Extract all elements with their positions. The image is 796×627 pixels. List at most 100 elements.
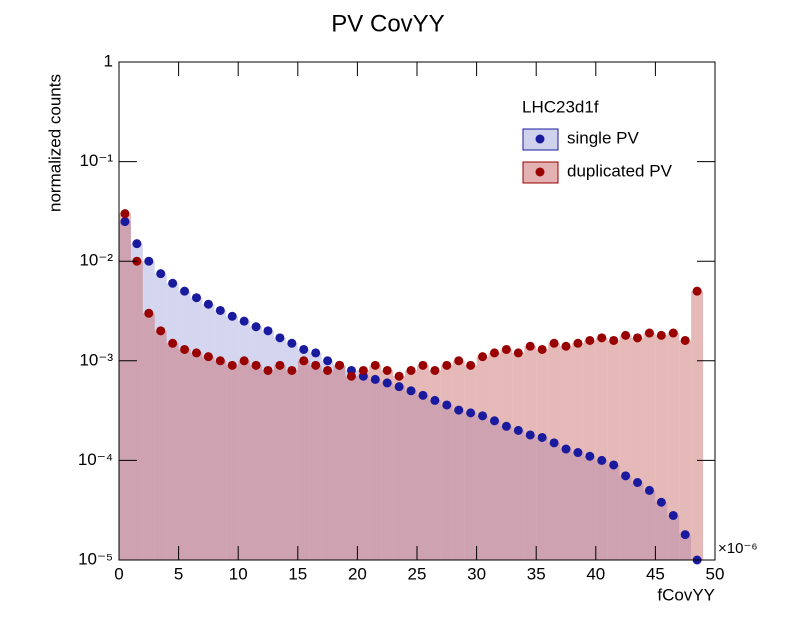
bar [202, 304, 215, 560]
y-tick-label: 10⁻⁴ [78, 450, 113, 469]
marker [644, 485, 654, 495]
bar [345, 370, 358, 560]
marker [275, 333, 285, 343]
bar [452, 410, 465, 560]
marker [656, 497, 666, 507]
bar [309, 352, 322, 560]
bar [583, 340, 596, 560]
marker [203, 299, 213, 309]
marker [311, 360, 321, 370]
y-tick-label: 10⁻³ [79, 350, 113, 369]
marker [454, 405, 464, 415]
bar [571, 452, 584, 560]
legend-label: duplicated PV [567, 161, 673, 180]
bar [285, 370, 298, 560]
bar [476, 415, 489, 560]
marker [251, 322, 261, 332]
bar [405, 390, 417, 560]
marker [597, 333, 607, 343]
marker [585, 451, 595, 461]
bar [297, 349, 310, 560]
chart-title: PV CovYY [331, 10, 444, 37]
marker [442, 360, 452, 370]
bar [440, 404, 453, 560]
bar [464, 412, 477, 560]
marker [537, 432, 547, 442]
marker [299, 356, 309, 366]
marker [180, 344, 190, 354]
marker [263, 326, 273, 336]
bar [440, 365, 453, 560]
marker [418, 360, 428, 370]
marker [239, 316, 249, 326]
x-tick-label: 30 [467, 564, 486, 583]
y-tick-label: 10⁻⁵ [78, 549, 113, 568]
marker [215, 356, 225, 366]
marker [120, 217, 130, 227]
marker [537, 344, 547, 354]
marker [323, 356, 333, 366]
marker [156, 326, 166, 336]
x-tick-label: 20 [348, 564, 367, 583]
marker [549, 338, 559, 348]
bar [643, 490, 656, 560]
marker [191, 293, 201, 303]
bar [119, 213, 131, 561]
bar [393, 386, 406, 560]
marker [573, 448, 583, 458]
marker [633, 333, 643, 343]
bar [417, 395, 429, 560]
bar [262, 370, 274, 560]
bar [428, 370, 441, 560]
bar [142, 261, 155, 560]
bar [226, 365, 239, 560]
marker [489, 416, 499, 426]
marker [215, 305, 225, 315]
bar [333, 365, 346, 560]
marker [609, 460, 619, 470]
bar [595, 460, 608, 560]
marker [406, 365, 416, 375]
marker [561, 341, 571, 351]
marker [549, 438, 559, 448]
bar [524, 346, 537, 560]
bar [214, 310, 227, 560]
marker [454, 356, 464, 366]
marker [633, 477, 643, 487]
marker [525, 430, 535, 440]
bar [452, 360, 465, 560]
bar [393, 376, 406, 560]
marker [668, 328, 678, 338]
marker [561, 444, 571, 454]
bar [202, 356, 215, 560]
marker [656, 330, 666, 340]
bar [130, 243, 143, 560]
bar [381, 382, 394, 560]
legend-label: single PV [567, 128, 639, 147]
marker [680, 335, 690, 345]
bar [333, 365, 346, 560]
bar [273, 337, 286, 560]
legend-title: LHC23d1f [522, 97, 599, 116]
bar [119, 221, 131, 560]
bar [250, 365, 263, 560]
bar [178, 291, 191, 560]
legend-marker [535, 134, 545, 144]
marker [168, 338, 178, 348]
bar [285, 343, 298, 560]
bar [273, 365, 286, 560]
bar [238, 321, 251, 560]
bar [691, 291, 704, 560]
x-tick-label: 50 [706, 564, 725, 583]
marker [644, 328, 654, 338]
marker [251, 360, 261, 370]
bar [405, 370, 417, 560]
bar [250, 326, 263, 560]
marker [239, 356, 249, 366]
x-tick-label: 25 [408, 564, 427, 583]
bar [607, 464, 620, 560]
bar [238, 360, 251, 560]
bar [130, 261, 143, 560]
marker [430, 365, 440, 375]
